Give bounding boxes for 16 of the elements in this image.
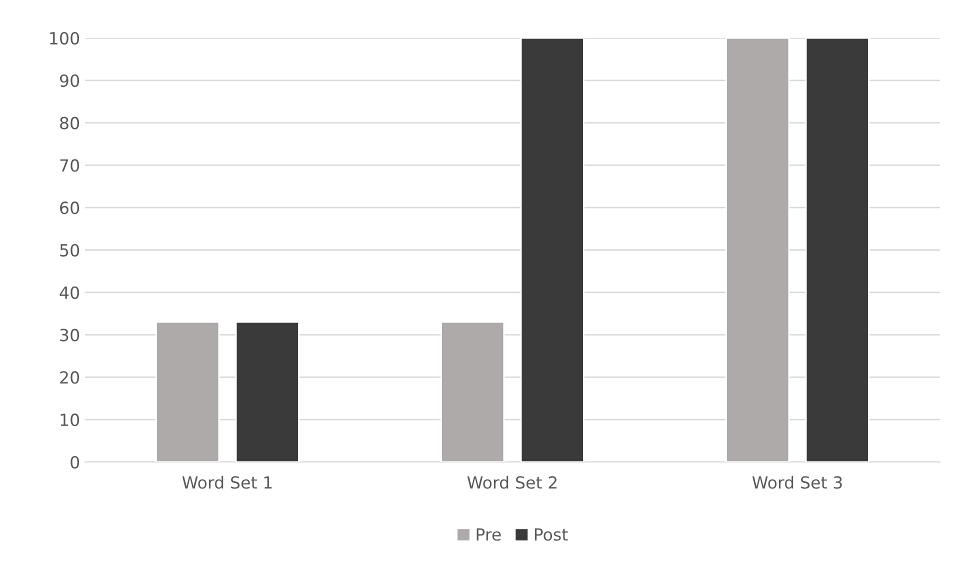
y-tick-label: 0 <box>70 456 80 469</box>
y-tick-label: 10 <box>60 414 80 426</box>
y-tick-label: 20 <box>60 371 80 384</box>
y-tick-label: 40 <box>60 286 80 299</box>
y-tick-label: 70 <box>60 159 80 172</box>
y-tick-label: 30 <box>60 328 80 342</box>
x-tick-label: Word Set 1 <box>182 476 272 489</box>
y-tick-label: 60 <box>60 202 80 214</box>
x-tick-label: Word Set 3 <box>752 476 842 489</box>
legend-label: Pre <box>476 528 501 541</box>
x-tick-label: Word Set 2 <box>467 476 557 489</box>
y-tick-label: 100 <box>50 32 80 45</box>
y-tick-label: 50 <box>60 244 80 257</box>
y-tick-label: 90 <box>60 74 80 87</box>
y-tick-label: 80 <box>60 116 80 130</box>
legend-label: Post <box>534 528 568 541</box>
